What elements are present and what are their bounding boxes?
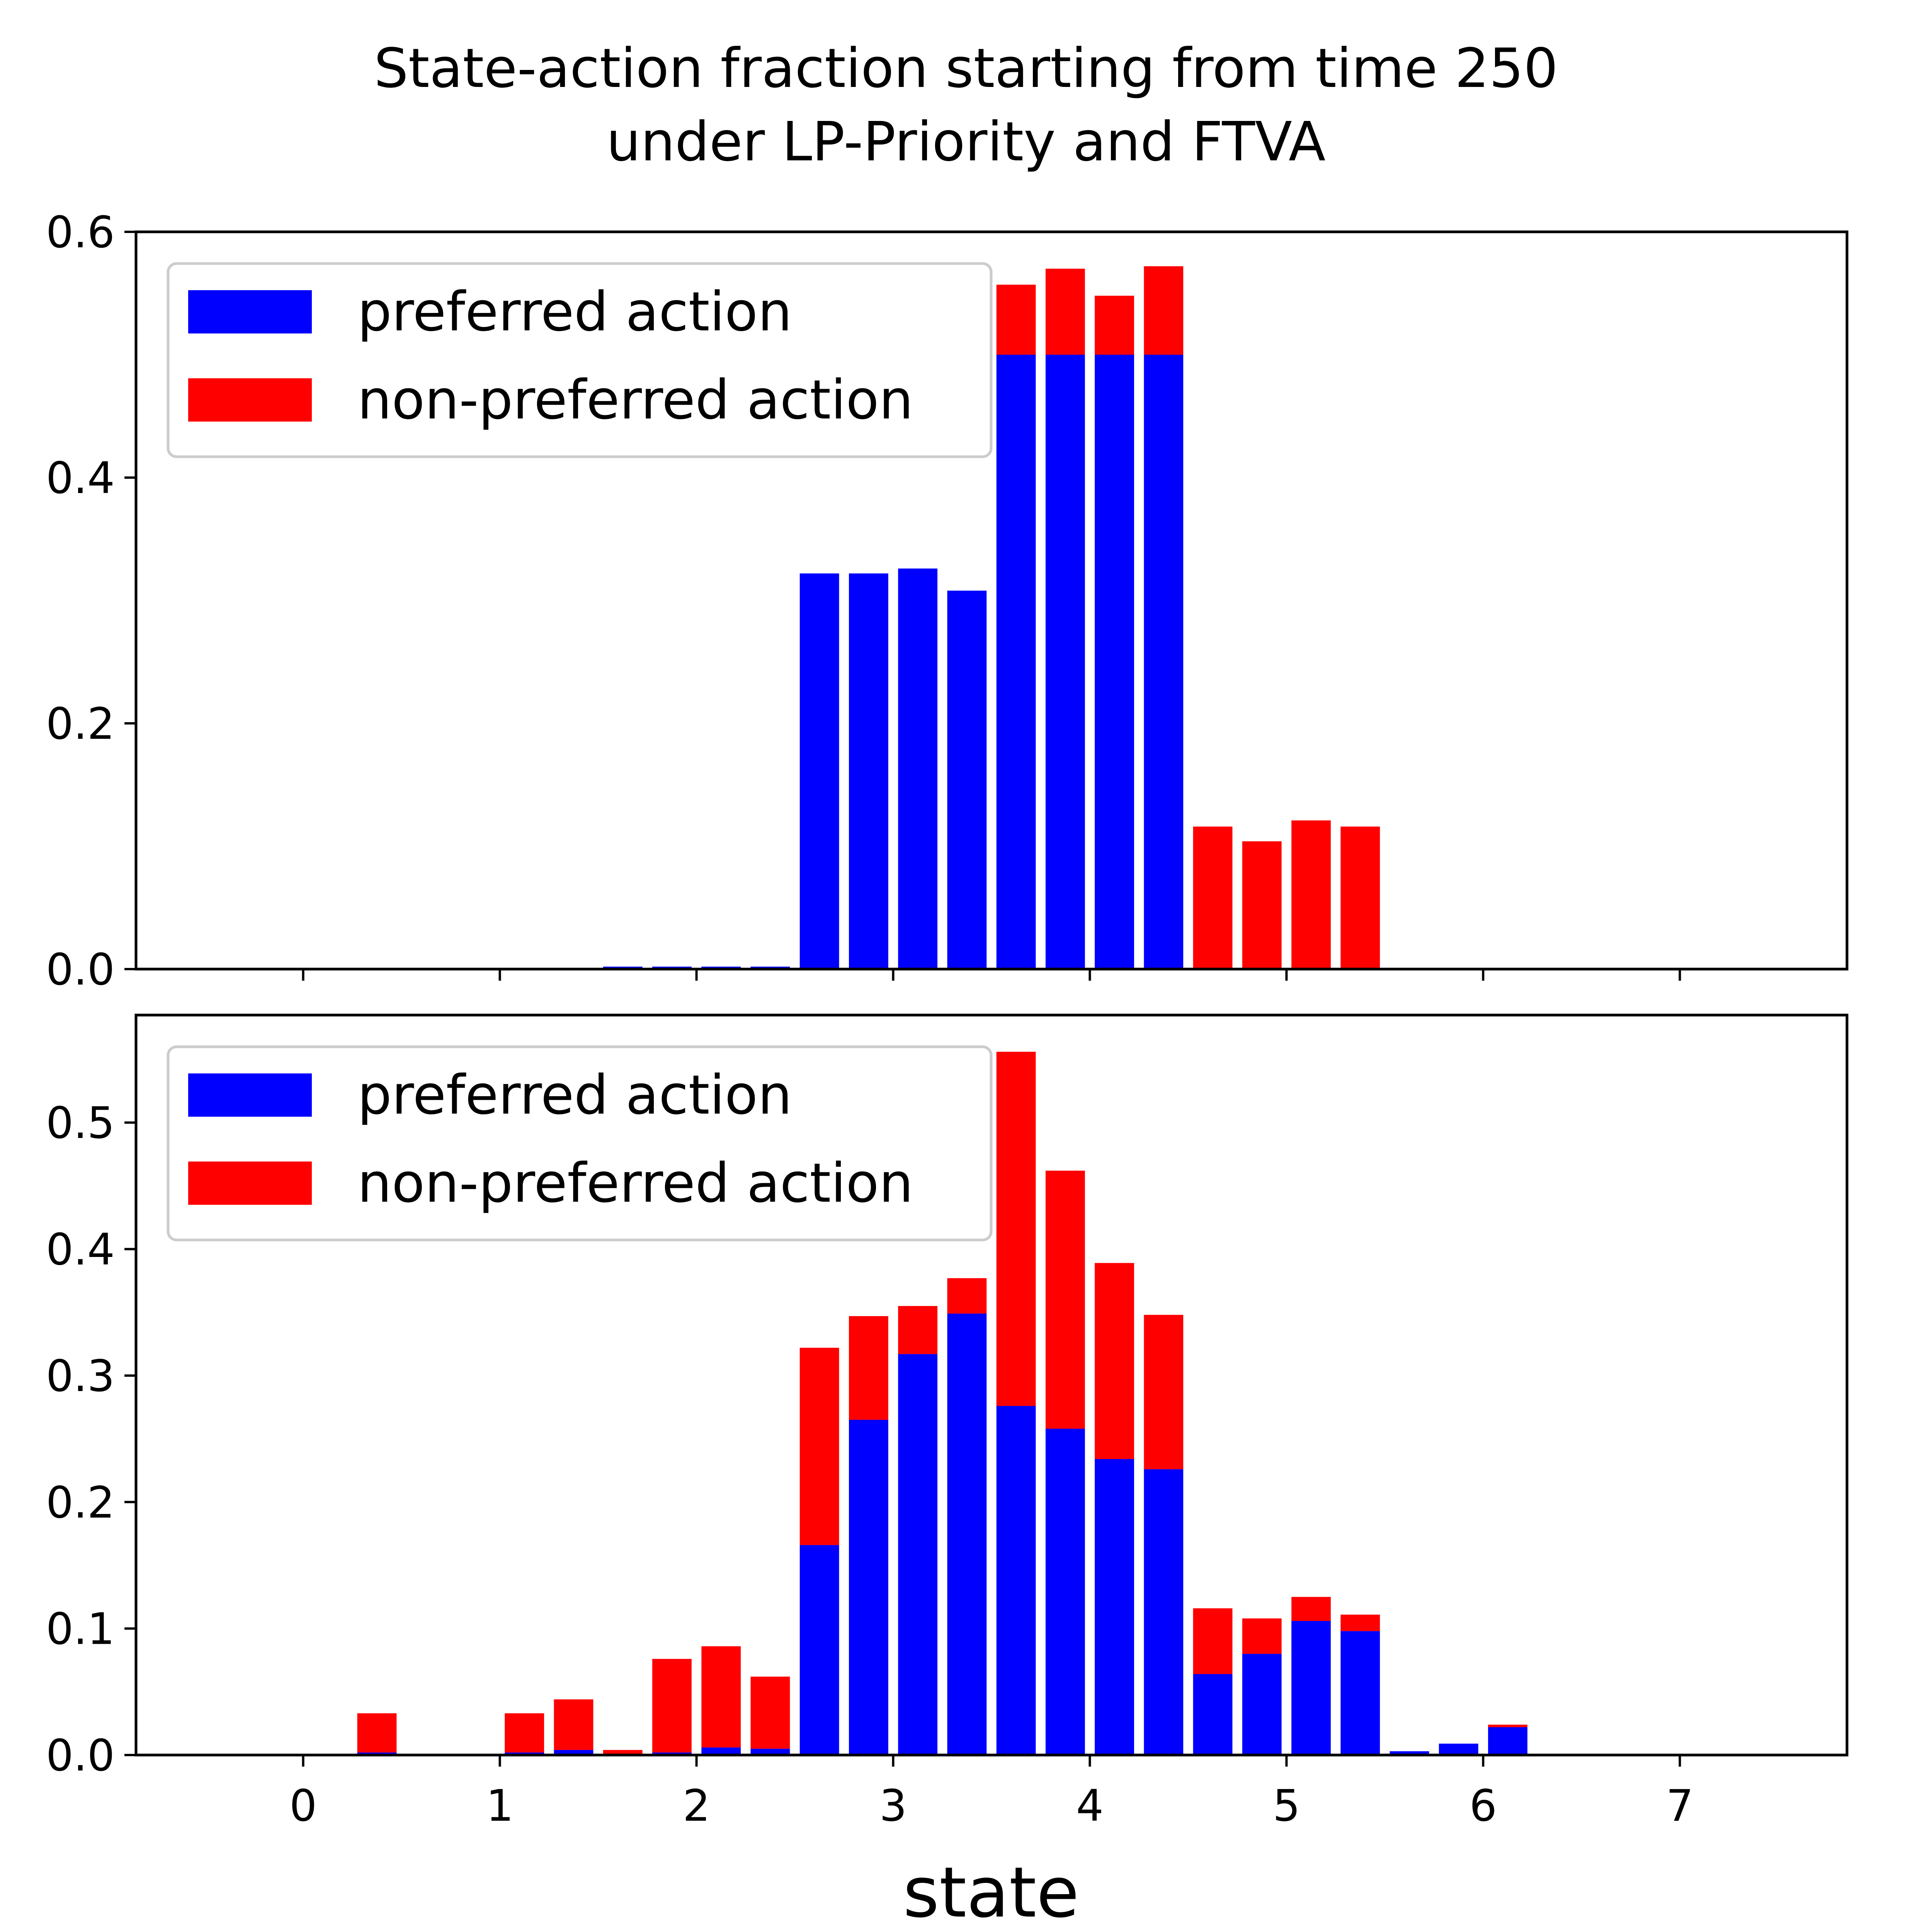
y-tick-label: 0.1 <box>46 1604 115 1655</box>
bar-preferred-12 <box>799 573 839 969</box>
bar-non-preferred-3 <box>357 1713 397 1753</box>
y-tick-label: 0.5 <box>46 1098 115 1148</box>
bar-preferred-11 <box>750 1748 790 1755</box>
bar-non-preferred-20 <box>1193 827 1233 969</box>
legend-label-non-preferred: non-preferred action <box>357 1152 913 1215</box>
bar-preferred-10 <box>701 1747 741 1755</box>
bar-preferred-16 <box>996 1406 1036 1755</box>
legend-label-preferred: preferred action <box>357 281 792 344</box>
bar-preferred-17 <box>1045 355 1085 969</box>
y-tick-label: 0.4 <box>46 1225 115 1275</box>
legend-swatch-preferred <box>188 1073 312 1117</box>
bars-panel-1 <box>603 266 1380 969</box>
legend-box <box>167 1045 993 1242</box>
legend-swatch-non-preferred <box>188 378 312 422</box>
bar-non-preferred-12 <box>799 1347 839 1545</box>
legend-swatch-preferred <box>188 290 312 333</box>
bar-preferred-14 <box>898 1354 938 1755</box>
y-tick-label: 0.0 <box>46 1731 115 1781</box>
bar-non-preferred-23 <box>1340 827 1380 969</box>
bar-preferred-17 <box>1045 1429 1085 1755</box>
bar-non-preferred-19 <box>1144 266 1184 355</box>
bar-preferred-18 <box>1095 1459 1134 1755</box>
bar-preferred-18 <box>1095 355 1134 969</box>
y-tick-label: 0.2 <box>46 699 115 749</box>
bar-preferred-21 <box>1242 1654 1282 1755</box>
x-tick-label: 5 <box>1273 1781 1300 1831</box>
x-tick-label: 0 <box>289 1781 317 1831</box>
legend-label-non-preferred: non-preferred action <box>357 369 913 432</box>
bar-preferred-19 <box>1144 355 1184 969</box>
legend-swatch-non-preferred <box>188 1162 312 1205</box>
x-axis-label: state <box>903 1852 1079 1932</box>
bars-panel-2 <box>308 1051 1527 1755</box>
bar-non-preferred-10 <box>701 1646 741 1748</box>
bottom-panel: 0.0 0.1 0.2 0.3 0.4 0.5 0 1 2 3 4 5 6 7 preferred acti… <box>46 1014 1849 1831</box>
bar-non-preferred-13 <box>849 1316 888 1420</box>
bar-non-preferred-14 <box>898 1306 938 1354</box>
bar-non-preferred-19 <box>1144 1315 1184 1469</box>
x-tick-label: 2 <box>683 1781 710 1831</box>
y-tick-label: 0.4 <box>46 453 115 503</box>
bar-non-preferred-16 <box>996 284 1036 355</box>
bar-non-preferred-11 <box>750 1677 790 1749</box>
bar-non-preferred-9 <box>652 1659 692 1753</box>
bar-preferred-13 <box>849 573 888 969</box>
x-tick-label: 6 <box>1469 1781 1497 1831</box>
legend-panel-2: preferred action non-preferred action <box>167 1045 993 1242</box>
y-tick-label: 0.6 <box>46 207 115 258</box>
chart-title-line-1: State-action fraction starting from time… <box>374 37 1558 100</box>
x-tick-label: 4 <box>1076 1781 1104 1831</box>
bar-preferred-22 <box>1291 1621 1331 1755</box>
bar-non-preferred-17 <box>1045 1170 1085 1429</box>
bar-preferred-12 <box>799 1545 839 1755</box>
axes-frame-panel-1 <box>134 230 1849 971</box>
bar-non-preferred-17 <box>1045 269 1085 355</box>
bar-non-preferred-6 <box>505 1713 544 1753</box>
bar-non-preferred-20 <box>1193 1608 1233 1674</box>
x-tick-label: 3 <box>879 1781 907 1831</box>
chart-title-line-2: under LP-Priority and FTVA <box>606 111 1325 173</box>
x-tick-label: 7 <box>1666 1781 1694 1831</box>
bar-non-preferred-22 <box>1291 1597 1331 1621</box>
bar-non-preferred-15 <box>947 1278 987 1314</box>
bar-non-preferred-18 <box>1095 1263 1134 1459</box>
y-tick-label: 0.0 <box>46 945 115 995</box>
bar-preferred-26 <box>1488 1727 1527 1755</box>
axes-frame-panel-2 <box>134 1014 1849 1757</box>
bar-non-preferred-18 <box>1095 296 1134 355</box>
bar-preferred-23 <box>1340 1631 1380 1755</box>
bar-preferred-15 <box>947 590 987 969</box>
bar-preferred-24 <box>1389 1751 1429 1755</box>
bar-preferred-20 <box>1193 1674 1233 1755</box>
x-tick-label: 1 <box>486 1781 514 1831</box>
legend-panel-1: preferred action non-preferred action <box>167 262 993 458</box>
y-tick-label: 0.2 <box>46 1478 115 1528</box>
bar-preferred-25 <box>1439 1743 1478 1755</box>
legend-label-preferred: preferred action <box>357 1064 792 1127</box>
bar-non-preferred-21 <box>1242 841 1282 969</box>
bar-preferred-19 <box>1144 1469 1184 1755</box>
bar-preferred-14 <box>898 568 938 969</box>
bar-preferred-13 <box>849 1420 888 1755</box>
y-tick-label: 0.3 <box>46 1351 115 1401</box>
bar-preferred-15 <box>947 1313 987 1755</box>
bar-non-preferred-16 <box>996 1051 1036 1406</box>
bar-non-preferred-22 <box>1291 820 1331 969</box>
top-panel: 0.0 0.2 0.4 0.6 preferred action non-preferre… <box>46 207 1849 995</box>
bar-preferred-16 <box>996 355 1036 969</box>
bar-non-preferred-21 <box>1242 1618 1282 1654</box>
bar-non-preferred-7 <box>554 1699 594 1750</box>
bar-non-preferred-23 <box>1340 1614 1380 1631</box>
bar-non-preferred-26 <box>1488 1725 1527 1727</box>
legend-box <box>167 262 993 458</box>
